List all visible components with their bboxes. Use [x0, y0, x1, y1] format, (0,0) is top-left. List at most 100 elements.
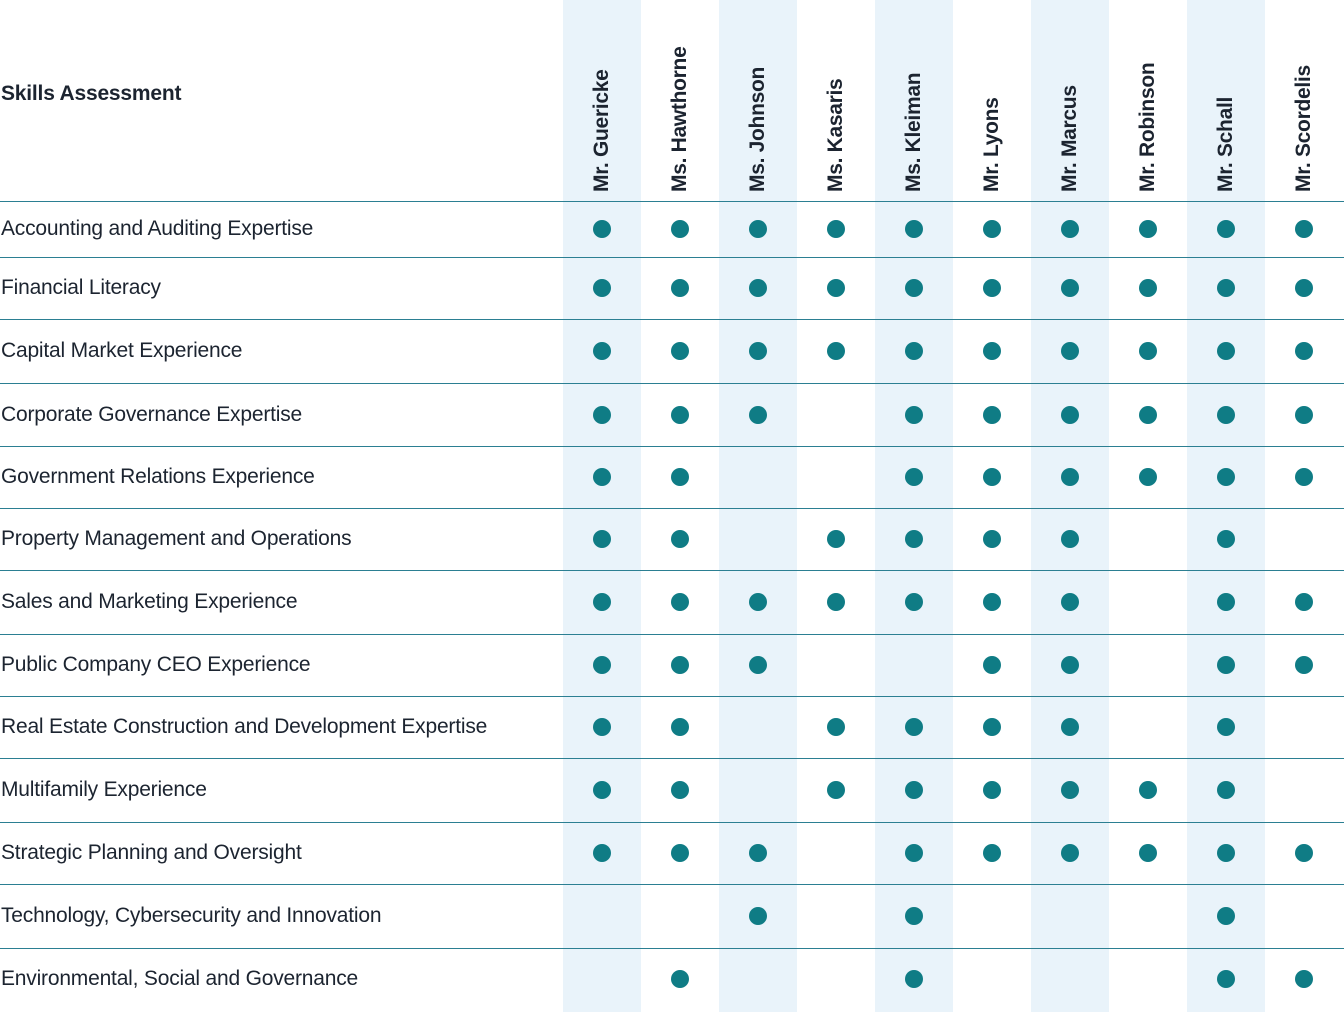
skill-label: Corporate Governance Expertise — [1, 402, 302, 426]
skill-label: Strategic Planning and Oversight — [1, 841, 302, 864]
skill-dot-icon — [1217, 405, 1235, 424]
skill-dot-icon — [593, 781, 611, 799]
row-divider — [0, 508, 1344, 509]
skill-dot-icon — [1295, 279, 1313, 297]
skill-dot-icon — [983, 656, 1001, 674]
skill-dot-icon — [1295, 593, 1313, 611]
skill-dot-icon — [983, 405, 1001, 424]
skill-dot-icon — [1295, 220, 1313, 238]
skill-label: Real Estate Construction and Development… — [1, 715, 488, 738]
skill-dot-icon — [1295, 970, 1313, 988]
skill-dot-icon — [1217, 468, 1235, 486]
skill-dot-icon — [827, 279, 845, 297]
skill-dot-icon — [1139, 844, 1157, 862]
skill-dot-icon — [905, 342, 923, 360]
skill-dot-icon — [1217, 907, 1235, 925]
skill-dot-icon — [827, 593, 845, 611]
skill-dot-icon — [671, 593, 689, 611]
skill-dot-icon — [1061, 220, 1079, 238]
row-divider — [0, 319, 1344, 320]
skill-dot-icon — [1295, 342, 1313, 360]
skill-dot-icon — [905, 844, 923, 862]
skill-dot-icon — [749, 907, 767, 925]
skill-dot-icon — [983, 220, 1001, 238]
skill-dot-icon — [593, 220, 611, 238]
skill-dot-icon — [593, 468, 611, 486]
skill-dot-icon — [1217, 970, 1235, 988]
row-divider — [0, 257, 1344, 258]
skill-dot-icon — [593, 656, 611, 674]
skill-dot-icon — [905, 593, 923, 611]
column-band — [1031, 0, 1109, 1012]
skill-label: Capital Market Experience — [1, 339, 243, 362]
skill-dot-icon — [827, 530, 845, 548]
column-band — [719, 0, 797, 1012]
skill-dot-icon — [1295, 468, 1313, 486]
skill-dot-icon — [983, 781, 1001, 799]
page-title: Skills Assessment — [1, 82, 182, 105]
skill-dot-icon — [593, 844, 611, 862]
skill-dot-icon — [1139, 781, 1157, 799]
skill-dot-icon — [1217, 593, 1235, 611]
director-name: Mr. Marcus — [1058, 85, 1081, 192]
row-divider — [0, 822, 1344, 823]
skill-dot-icon — [905, 220, 923, 238]
skill-dot-icon — [749, 656, 767, 674]
row-divider — [0, 948, 1344, 949]
skill-dot-icon — [671, 656, 689, 674]
director-name: Ms. Hawthorne — [668, 46, 691, 192]
skill-dot-icon — [1139, 220, 1157, 238]
skill-dot-icon — [905, 468, 923, 486]
skill-dot-icon — [983, 342, 1001, 360]
skill-dot-icon — [593, 718, 611, 736]
skill-dot-icon — [983, 279, 1001, 297]
skill-dot-icon — [749, 220, 767, 238]
row-divider — [0, 758, 1344, 759]
director-name: Mr. Guericke — [590, 69, 613, 192]
skill-dot-icon — [1217, 530, 1235, 548]
skill-dot-icon — [905, 279, 923, 297]
skill-dot-icon — [1139, 279, 1157, 297]
skill-dot-icon — [749, 405, 767, 424]
skill-dot-icon — [671, 342, 689, 360]
row-divider — [0, 696, 1344, 697]
skill-dot-icon — [1139, 468, 1157, 486]
skill-dot-icon — [671, 844, 689, 862]
skill-dot-icon — [671, 781, 689, 799]
skill-label: Government Relations Experience — [1, 465, 315, 488]
skill-dot-icon — [1139, 342, 1157, 360]
skill-dot-icon — [671, 970, 689, 988]
skill-label: Environmental, Social and Governance — [1, 967, 359, 990]
column-band — [563, 0, 641, 1012]
skill-dot-icon — [1217, 220, 1235, 238]
skill-dot-icon — [1295, 844, 1313, 862]
skill-dot-icon — [983, 718, 1001, 736]
skill-label: Multifamily Experience — [1, 778, 207, 801]
skill-dot-icon — [983, 530, 1001, 548]
row-divider — [0, 634, 1344, 635]
director-name: Mr. Robinson — [1136, 62, 1159, 192]
director-name: Mr. Schall — [1214, 96, 1237, 192]
row-divider — [0, 884, 1344, 885]
skill-dot-icon — [1217, 781, 1235, 799]
skill-dot-icon — [983, 844, 1001, 862]
skill-dot-icon — [671, 279, 689, 297]
skill-dot-icon — [671, 220, 689, 238]
skill-dot-icon — [749, 593, 767, 611]
skill-dot-icon — [671, 468, 689, 486]
skill-dot-icon — [827, 220, 845, 238]
skill-dot-icon — [983, 468, 1001, 486]
skill-label: Financial Literacy — [1, 276, 161, 299]
director-name: Mr. Lyons — [980, 97, 1003, 192]
skill-dot-icon — [749, 342, 767, 360]
column-band — [1187, 0, 1265, 1012]
skill-dot-icon — [1061, 530, 1079, 548]
skill-dot-icon — [1061, 718, 1079, 736]
skill-label: Sales and Marketing Experience — [1, 590, 298, 613]
skill-dot-icon — [1295, 405, 1313, 424]
skill-dot-icon — [1295, 656, 1313, 674]
skill-dot-icon — [905, 907, 923, 925]
skill-dot-icon — [1217, 718, 1235, 736]
skill-dot-icon — [593, 593, 611, 611]
